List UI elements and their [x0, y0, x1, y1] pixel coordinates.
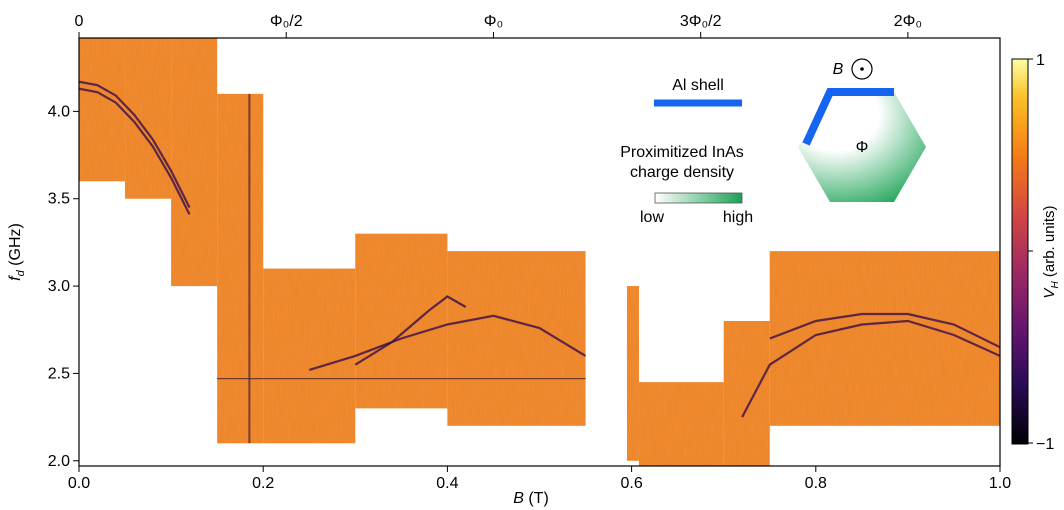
heatmap-texture-4	[263, 268, 356, 444]
flux-symbol-label: Φ	[856, 139, 869, 156]
x-tick-label-3: 0.6	[620, 475, 642, 492]
heatmap-texture-10	[769, 251, 1000, 426]
resonance-features	[79, 80, 1000, 444]
feature-resonance-right-2	[769, 312, 1000, 349]
density-high-label: high	[723, 209, 753, 226]
field-label: B	[833, 61, 844, 78]
feature-arc-2	[79, 87, 191, 215]
top-tick-label-1: Φ₀/2	[270, 13, 303, 30]
x-tick-label-2: 0.4	[436, 475, 458, 492]
nanowire-cross-section-inset: Φ B	[798, 58, 926, 202]
hexagon-inas-core	[798, 92, 926, 202]
density-low-label: low	[640, 209, 664, 226]
plot-frame	[78, 37, 1001, 467]
colorbar-label: VH (arb. units)	[1041, 205, 1061, 298]
x-axis: 0.0 0.2 0.4 0.6 0.8 1.0	[68, 466, 1011, 492]
feature-resonance-right	[741, 319, 1000, 418]
y-tick-label-2: 3.0	[48, 278, 70, 295]
y-tick-label-1: 2.5	[48, 365, 70, 382]
field-dot-icon	[860, 67, 864, 71]
heatmap-texture-0	[79, 38, 126, 182]
x-tick-label-4: 0.8	[805, 475, 827, 492]
density-gradient-swatch	[654, 192, 743, 204]
y-tick-label-4: 4.0	[48, 103, 70, 120]
al-shell-label: Al shell	[672, 77, 724, 94]
top-flux-axis: 0 Φ₀/2 Φ₀ 3Φ₀/2 2Φ₀	[75, 13, 922, 38]
heatmap-texture-5	[355, 233, 448, 409]
top-tick-label-2: Φ₀	[484, 13, 503, 30]
colorbar-tick-label-max: 1	[1036, 52, 1045, 69]
heatmap-texture-7	[626, 286, 639, 461]
x-axis-label: B (T)	[513, 490, 549, 507]
x-tick-label-0: 0.0	[68, 475, 90, 492]
heatmap-texture-9	[723, 321, 770, 466]
x-tick-label-5: 1.0	[989, 475, 1011, 492]
heatmap-texture-6	[447, 251, 586, 426]
y-axis: 2.0 2.5 3.0 3.5 4.0	[48, 103, 79, 470]
colorbar	[1011, 58, 1029, 445]
top-tick-label-0: 0	[75, 13, 84, 30]
top-tick-label-3: 3Φ₀/2	[680, 13, 722, 30]
heatmap-texture-1	[125, 38, 172, 199]
feature-arc-1	[79, 80, 191, 208]
density-label-line2: charge density	[630, 164, 734, 181]
field-out-of-plane-icon	[851, 58, 873, 80]
heatmap-texture-2	[171, 38, 218, 287]
feature-resonance-upper	[354, 295, 467, 366]
feature-resonance-lower	[308, 314, 587, 371]
density-label-line1: Proximitized InAs	[620, 144, 744, 161]
x-tick-label-1: 0.2	[252, 475, 274, 492]
hexagon-al-shell	[802, 88, 894, 146]
top-tick-label-4: 2Φ₀	[894, 13, 922, 30]
heatmap-texture-3	[217, 93, 264, 444]
colorbar-tick-label-min: −1	[1036, 436, 1054, 453]
heatmap-texture-8	[638, 382, 724, 466]
y-tick-label-3: 3.5	[48, 191, 70, 208]
y-tick-label-0: 2.0	[48, 453, 70, 470]
y-axis-label: fd (GHz)	[7, 223, 27, 281]
